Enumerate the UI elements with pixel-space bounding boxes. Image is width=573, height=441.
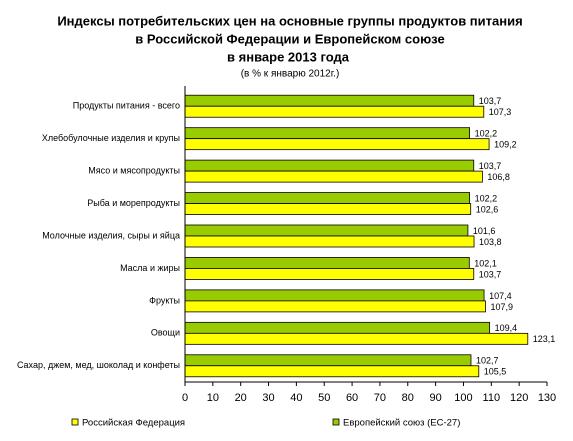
- legend-swatch: [71, 418, 79, 426]
- x-tick-label: 110: [483, 392, 501, 404]
- legend-label: Европейский союз (ЕС-27): [343, 418, 460, 429]
- x-tick-label: 30: [262, 392, 274, 404]
- bar: [184, 354, 472, 367]
- x-tick-label: 100: [454, 392, 472, 404]
- bar: [184, 105, 485, 118]
- bar: [184, 257, 470, 269]
- bar: [184, 321, 491, 334]
- x-tick-label: 80: [402, 392, 414, 404]
- value-label: 103,8: [479, 237, 502, 247]
- chart-title: в январе 2013 года: [227, 49, 350, 64]
- x-tick-label: 10: [207, 392, 219, 404]
- bar: [184, 289, 485, 302]
- y-tick-label: Рыба и морепродукты: [87, 198, 180, 208]
- value-label: 102,6: [476, 204, 499, 214]
- x-tick-label: 130: [538, 392, 556, 404]
- value-label: 103,7: [479, 96, 502, 106]
- bar: [184, 365, 480, 378]
- chart-title: Индексы потребительских цен на основные …: [57, 13, 522, 28]
- legend-swatch: [332, 418, 340, 426]
- value-label: 102,1: [474, 258, 497, 268]
- y-tick-label: Хлебобулочные изделия и крупы: [42, 133, 180, 143]
- y-tick-label: Молочные изделия, сыры и яйца: [42, 230, 180, 240]
- value-label: 101,6: [473, 226, 496, 236]
- value-label: 107,4: [489, 291, 512, 301]
- x-tick-label: 50: [318, 392, 330, 404]
- y-tick-label: Овощи: [151, 328, 180, 338]
- x-tick-label: 40: [290, 392, 302, 404]
- bar: [184, 138, 490, 151]
- bar: [184, 268, 475, 280]
- value-label: 107,9: [490, 302, 513, 312]
- value-label: 109,2: [494, 140, 517, 150]
- value-label: 123,1: [533, 334, 556, 344]
- x-tick-label: 20: [235, 392, 247, 404]
- value-label: 103,7: [479, 161, 502, 171]
- value-label: 106,8: [487, 172, 510, 182]
- value-label: 105,5: [484, 367, 507, 377]
- value-label: 107,3: [489, 107, 512, 117]
- value-label: 102,7: [476, 356, 499, 366]
- y-tick-label: Продукты питания - всего: [73, 101, 180, 111]
- bar: [184, 94, 475, 107]
- value-label: 109,4: [495, 323, 518, 333]
- x-tick-label: 60: [346, 392, 358, 404]
- y-tick-label: Масла и жиры: [120, 263, 180, 273]
- bar: [184, 203, 472, 215]
- x-tick-label: 70: [374, 392, 386, 404]
- y-tick-label: Мясо и мясопродукты: [88, 165, 180, 175]
- value-label: 102,2: [475, 193, 498, 203]
- bar: [184, 224, 469, 237]
- bar: [184, 170, 483, 183]
- chart-subtitle: (в % к январю 2012г.): [241, 69, 340, 80]
- value-label: 103,7: [479, 269, 502, 279]
- x-tick-label: 90: [429, 392, 441, 404]
- bar: [184, 192, 470, 204]
- legend-label: Российская Федерация: [82, 418, 185, 429]
- value-label: 102,2: [475, 129, 498, 139]
- bar: [184, 159, 475, 172]
- x-tick-label: 0: [182, 392, 188, 404]
- y-tick-label: Сахар, джем, мед, шоколад и конфеты: [17, 360, 180, 370]
- y-tick-label: Фрукты: [149, 295, 180, 305]
- bar: [184, 300, 486, 313]
- x-tick-label: 120: [510, 392, 528, 404]
- chart-title: в Российской Федерации и Европейском сою…: [135, 31, 444, 46]
- bar: [184, 332, 529, 345]
- bar: [184, 127, 470, 140]
- bar: [184, 235, 475, 248]
